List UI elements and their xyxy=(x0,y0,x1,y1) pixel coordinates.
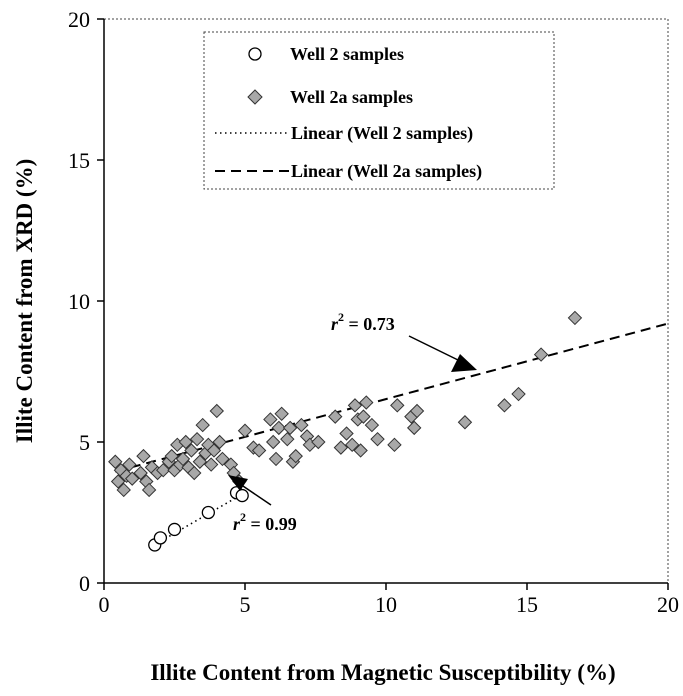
well2-point xyxy=(167,522,182,537)
well2a-point xyxy=(347,398,363,413)
x-tick-label: 20 xyxy=(657,592,679,617)
x-tick-label: 5 xyxy=(240,592,251,617)
well2a-point xyxy=(184,443,199,458)
well2a-point xyxy=(175,451,191,467)
well2a-point xyxy=(387,437,402,453)
well2a-point xyxy=(288,448,303,464)
annotation-r2-099: r2 = 0.99 xyxy=(228,475,297,534)
well2a-point xyxy=(265,434,281,450)
well2a-point xyxy=(328,409,343,424)
well2a-point xyxy=(178,434,193,450)
well2a-point xyxy=(156,462,171,478)
well2a-point xyxy=(353,443,368,458)
well2a-point xyxy=(311,434,326,450)
legend-marker-well2 xyxy=(248,47,262,61)
x-tick-label: 15 xyxy=(516,592,538,617)
well2a-point xyxy=(141,482,157,498)
arrow-099 xyxy=(239,483,272,506)
well2a-point xyxy=(271,420,287,436)
y-tick-label: 5 xyxy=(79,430,90,455)
annotation-r2-073: r2 = 0.73 xyxy=(331,310,477,372)
well2a-point xyxy=(192,454,208,469)
data-points xyxy=(108,310,583,552)
arrowhead-073 xyxy=(451,354,477,372)
well2a-point xyxy=(237,423,253,438)
well2a-point xyxy=(116,482,131,498)
well2a-point xyxy=(359,395,374,410)
legend-marker-well2a xyxy=(247,89,263,105)
well2a-point xyxy=(497,398,512,413)
legend-box xyxy=(203,31,555,190)
well2a-point xyxy=(356,409,371,424)
well2a-point xyxy=(209,403,225,419)
well2a-point xyxy=(215,451,230,467)
well2a-point xyxy=(282,420,298,436)
well2a-point xyxy=(203,457,219,472)
well2a-point xyxy=(110,474,126,489)
y-axis-title: Illite Content from XRD (%) xyxy=(12,159,37,443)
well2-point xyxy=(153,531,168,545)
well2a-point xyxy=(268,451,284,467)
well2a-point xyxy=(344,437,360,453)
well2a-point xyxy=(164,448,179,464)
well2a-point xyxy=(567,310,583,326)
arrow-073 xyxy=(408,335,459,361)
well2a-point xyxy=(406,420,422,436)
well2a-point xyxy=(364,417,380,433)
well2a-point xyxy=(409,403,425,419)
legend-label-linear2a: Linear (Well 2a samples) xyxy=(291,161,482,182)
y-tick-label: 0 xyxy=(79,571,90,596)
well2a-point xyxy=(187,465,202,481)
well2a-point xyxy=(457,415,473,430)
well2a-point xyxy=(206,443,222,458)
well2a-point xyxy=(339,426,354,441)
axis-ticks: 0 5 10 15 20 0 5 10 15 20 xyxy=(68,7,679,617)
x-tick-label: 0 xyxy=(99,592,110,617)
well2a-point xyxy=(108,454,123,469)
well2-point xyxy=(235,488,249,503)
y-tick-label: 10 xyxy=(68,289,90,314)
well2a-point xyxy=(274,406,289,422)
well2a-point xyxy=(511,386,526,402)
well2a-point xyxy=(195,417,210,433)
legend-label-well2a: Well 2a samples xyxy=(290,87,413,107)
svg-text:r2 = 0.99: r2 = 0.99 xyxy=(233,510,297,534)
well2a-point xyxy=(370,431,385,447)
arrowhead-099 xyxy=(228,475,248,491)
well2a-point xyxy=(124,471,140,486)
well2a-point xyxy=(390,398,405,413)
legend-label-linear2: Linear (Well 2 samples) xyxy=(291,123,473,144)
well2a-point xyxy=(133,465,148,481)
x-tick-label: 10 xyxy=(375,592,397,617)
y-tick-label: 15 xyxy=(68,148,90,173)
well2a-point xyxy=(263,412,278,427)
well2a-point xyxy=(136,448,151,464)
well2a-point xyxy=(189,431,205,447)
x-axis-title: Illite Content from Magnetic Susceptibil… xyxy=(150,660,615,685)
trendline-well2a xyxy=(115,322,669,473)
well2a-point xyxy=(294,417,309,433)
legend-label-well2: Well 2 samples xyxy=(290,44,404,64)
well2a-point xyxy=(533,347,549,362)
well2a-point xyxy=(333,440,349,455)
well2-point xyxy=(201,505,215,520)
well2a-point xyxy=(122,457,137,472)
y-tick-label: 20 xyxy=(68,7,90,32)
well2a-point xyxy=(212,434,227,450)
legend: Well 2 samples Well 2a samples Linear (W… xyxy=(203,31,555,190)
svg-text:r2 = 0.73: r2 = 0.73 xyxy=(331,310,395,334)
well2a-point xyxy=(280,431,295,447)
well2a-point xyxy=(251,443,267,458)
